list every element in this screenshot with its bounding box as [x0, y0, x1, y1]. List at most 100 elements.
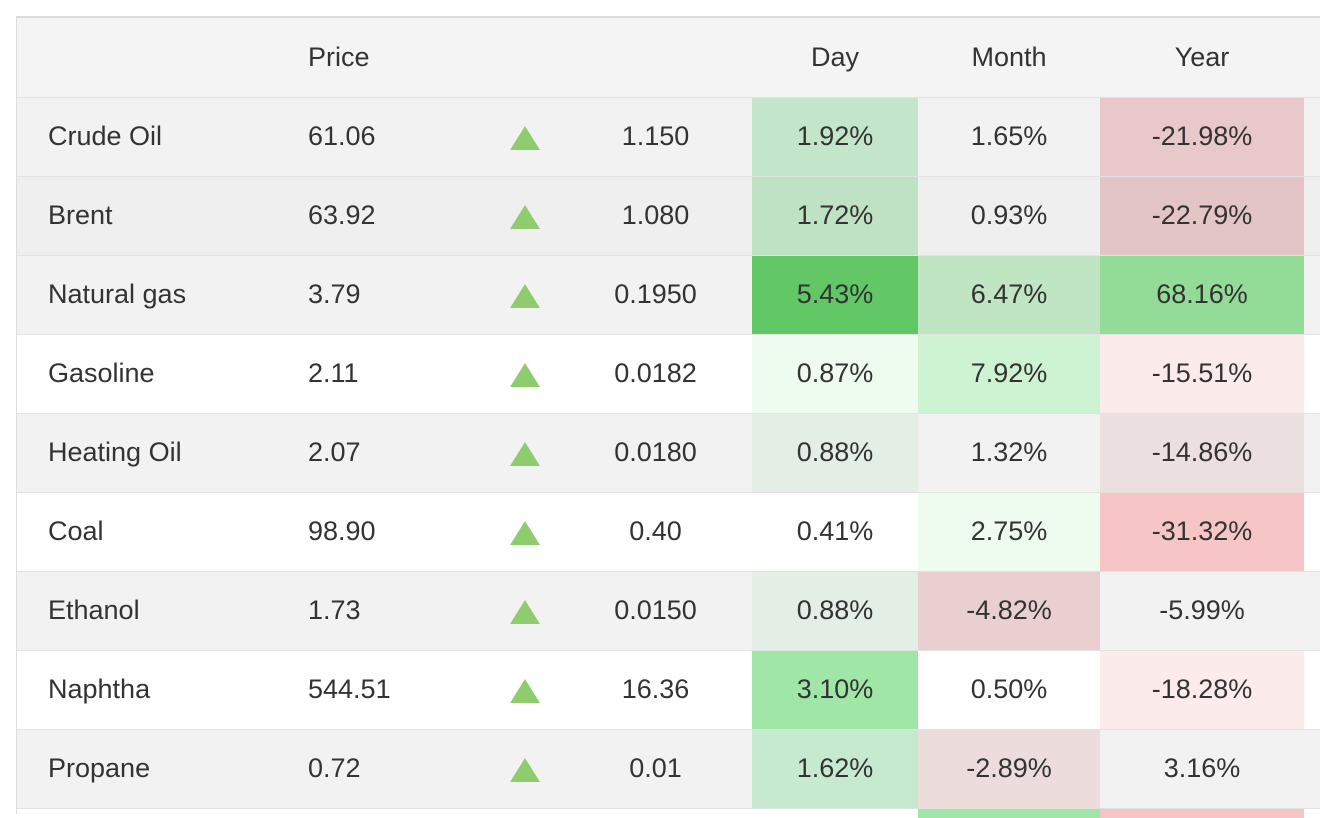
up-triangle-icon: [509, 599, 540, 624]
commodity-name[interactable]: Heating Oil: [17, 412, 290, 492]
up-triangle-icon: [509, 204, 540, 229]
month-change-cell: 1.65%: [918, 96, 1100, 176]
table-row[interactable]: Heating Oil 2.07 0.0180 0.88% 1.32% -14.86%: [17, 412, 1320, 492]
commodity-name[interactable]: Propane: [17, 728, 290, 808]
row-pad: [1304, 96, 1320, 176]
row-pad: [1304, 254, 1320, 334]
table-header: Price Day Month Year: [17, 16, 1320, 97]
year-change-cell: -18.28%: [1100, 649, 1304, 729]
arrow-cell: [490, 491, 559, 571]
arrow-cell: [490, 728, 559, 808]
partial-cell: [752, 807, 918, 818]
commodity-name[interactable]: Naphtha: [17, 649, 290, 729]
up-triangle-icon: [509, 757, 540, 782]
change-cell: 1.080: [559, 175, 752, 255]
change-cell: 0.0182: [559, 333, 752, 413]
table-row[interactable]: Crude Oil 61.06 1.150 1.92% 1.65% -21.98%: [17, 96, 1320, 176]
day-change-cell: 1.62%: [752, 728, 918, 808]
month-change-cell: 1.32%: [918, 412, 1100, 492]
header-month[interactable]: Month: [918, 16, 1100, 97]
partial-cell: [1100, 807, 1304, 818]
table-row[interactable]: Ethanol 1.73 0.0150 0.88% -4.82% -5.99%: [17, 570, 1320, 650]
arrow-cell: [490, 570, 559, 650]
day-change-cell: 1.92%: [752, 96, 918, 176]
table-left-border: [16, 16, 17, 814]
partial-cell: [918, 807, 1100, 818]
commodity-name[interactable]: Crude Oil: [17, 96, 290, 176]
table-row[interactable]: Coal 98.90 0.40 0.41% 2.75% -31.32%: [17, 491, 1320, 571]
table-row[interactable]: Brent 63.92 1.080 1.72% 0.93% -22.79%: [17, 175, 1320, 255]
day-change-cell: 0.87%: [752, 333, 918, 413]
up-triangle-icon: [509, 362, 540, 387]
partial-cell: [490, 807, 559, 818]
table-row[interactable]: Natural gas 3.79 0.1950 5.43% 6.47% 68.16%: [17, 254, 1320, 334]
change-cell: 0.40: [559, 491, 752, 571]
table-row[interactable]: Naphtha 544.51 16.36 3.10% 0.50% -18.28%: [17, 649, 1320, 729]
price-cell: 98.90: [290, 491, 490, 571]
change-cell: 0.1950: [559, 254, 752, 334]
day-change-cell: 0.88%: [752, 412, 918, 492]
month-change-cell: 7.92%: [918, 333, 1100, 413]
row-pad: [1304, 333, 1320, 413]
arrow-cell: [490, 333, 559, 413]
header-arrow: [490, 16, 559, 97]
energy-commodities-table: Price Day Month Year Crude Oil 61.06 1.150…: [17, 16, 1320, 818]
commodity-name[interactable]: Brent: [17, 175, 290, 255]
table-row[interactable]: Gasoline 2.11 0.0182 0.87% 7.92% -15.51%: [17, 333, 1320, 413]
row-pad: [1304, 728, 1320, 808]
month-change-cell: 2.75%: [918, 491, 1100, 571]
month-change-cell: 0.93%: [918, 175, 1100, 255]
arrow-cell: [490, 175, 559, 255]
change-cell: 0.0180: [559, 412, 752, 492]
day-change-cell: 3.10%: [752, 649, 918, 729]
change-cell: 0.01: [559, 728, 752, 808]
table-row[interactable]: Propane 0.72 0.01 1.62% -2.89% 3.16%: [17, 728, 1320, 808]
header-day[interactable]: Day: [752, 16, 918, 97]
up-triangle-icon: [509, 678, 540, 703]
change-cell: 0.0150: [559, 570, 752, 650]
partial-cell: [17, 807, 290, 818]
commodity-name[interactable]: Gasoline: [17, 333, 290, 413]
month-change-cell: 0.50%: [918, 649, 1100, 729]
price-cell: 544.51: [290, 649, 490, 729]
price-cell: 2.07: [290, 412, 490, 492]
row-pad: [1304, 491, 1320, 571]
up-triangle-icon: [509, 125, 540, 150]
price-cell: 3.79: [290, 254, 490, 334]
header-price[interactable]: Price: [290, 16, 490, 97]
arrow-cell: [490, 254, 559, 334]
year-change-cell: -15.51%: [1100, 333, 1304, 413]
row-pad: [1304, 412, 1320, 492]
row-pad: [1304, 649, 1320, 729]
day-change-cell: 5.43%: [752, 254, 918, 334]
commodities-table-container: Price Day Month Year Crude Oil 61.06 1.150…: [17, 16, 1320, 818]
up-triangle-icon: [509, 283, 540, 308]
month-change-cell: -4.82%: [918, 570, 1100, 650]
table-row-partial: [17, 807, 1320, 818]
commodity-name[interactable]: Ethanol: [17, 570, 290, 650]
year-change-cell: -31.32%: [1100, 491, 1304, 571]
price-cell: 0.72: [290, 728, 490, 808]
price-cell: 61.06: [290, 96, 490, 176]
header-year[interactable]: Year: [1100, 16, 1304, 97]
row-pad: [1304, 175, 1320, 255]
year-change-cell: -22.79%: [1100, 175, 1304, 255]
price-cell: 2.11: [290, 333, 490, 413]
header-name: [17, 16, 290, 97]
day-change-cell: 0.41%: [752, 491, 918, 571]
month-change-cell: -2.89%: [918, 728, 1100, 808]
year-change-cell: -21.98%: [1100, 96, 1304, 176]
year-change-cell: 3.16%: [1100, 728, 1304, 808]
commodity-name[interactable]: Natural gas: [17, 254, 290, 334]
arrow-cell: [490, 412, 559, 492]
year-change-cell: -5.99%: [1100, 570, 1304, 650]
up-triangle-icon: [509, 520, 540, 545]
arrow-cell: [490, 649, 559, 729]
year-change-cell: 68.16%: [1100, 254, 1304, 334]
month-change-cell: 6.47%: [918, 254, 1100, 334]
day-change-cell: 1.72%: [752, 175, 918, 255]
commodity-name[interactable]: Coal: [17, 491, 290, 571]
arrow-cell: [490, 96, 559, 176]
header-change: [559, 16, 752, 97]
header-row: Price Day Month Year: [17, 16, 1320, 97]
